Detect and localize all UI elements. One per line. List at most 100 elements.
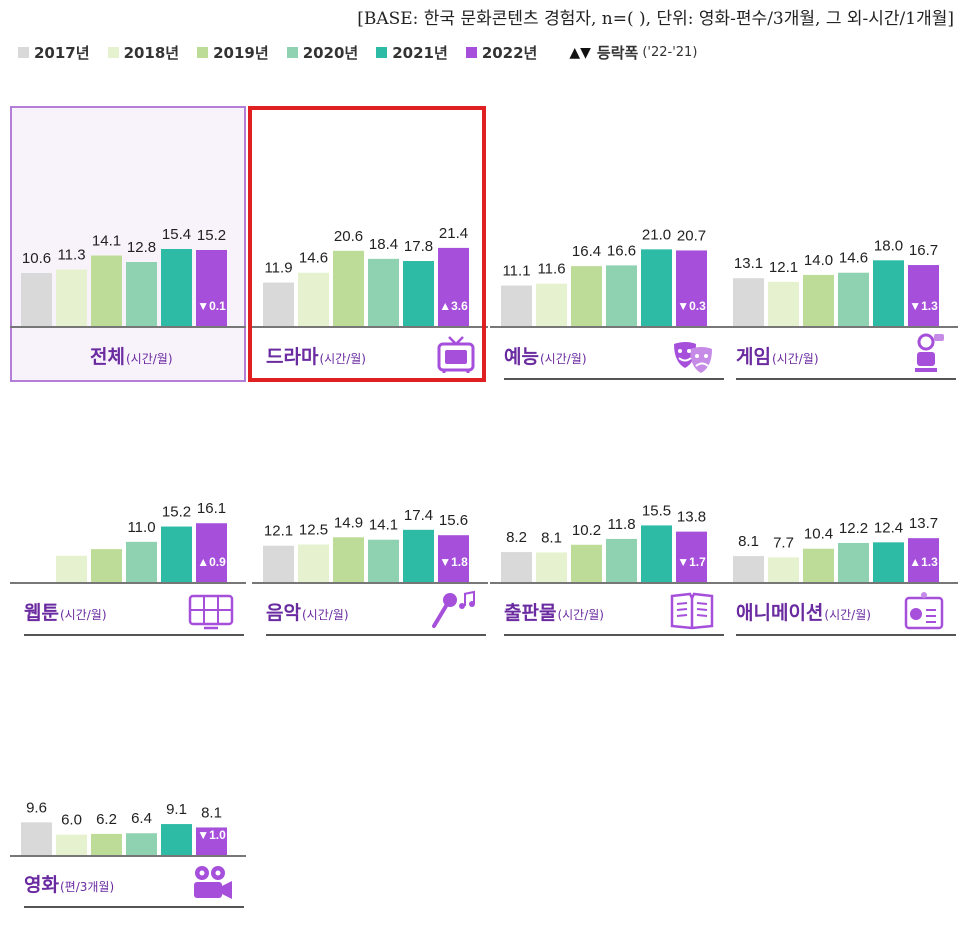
legend-label: 2017년: [34, 44, 90, 62]
panel-title: 전체: [90, 346, 125, 368]
chart-panel-5: 11.0 15.2 16.1 ▲0.9 웹툰 (시간/월): [10, 480, 246, 640]
bar-value-label: 18.4: [369, 236, 398, 253]
animation-board-icon: [902, 590, 946, 634]
bar-chart: 8.1 7.7 10.4 12.2 12.4 13.7 ▲1.3: [733, 515, 939, 582]
legend-change-label: 등락폭: [596, 44, 639, 62]
bar-2020년: [606, 538, 637, 582]
bar-2022년: [196, 827, 227, 855]
bar-value-label: 11.0: [127, 519, 155, 536]
panel-unit: (시간/월): [125, 352, 173, 366]
bar-value-label: 18.0: [874, 237, 903, 254]
bar-value-label: 15.5: [642, 502, 671, 519]
bar-value-label: 12.1: [264, 523, 293, 540]
bar-2021년: [403, 529, 434, 582]
panel-unit: (시간/월): [539, 352, 587, 366]
panel-unit: (시간/월): [771, 352, 819, 366]
bar-value-label: 13.7: [909, 515, 938, 532]
legend-item-2022: 2022년: [465, 42, 538, 63]
bar-2019년: [91, 833, 122, 855]
chart-panel-2: 11.9 14.6 20.6 18.4 17.8 21.4 ▲3.6 드라마 (시간/월): [248, 106, 488, 382]
panel-title: 게임: [736, 346, 771, 368]
legend-item-2018: 2018년: [107, 42, 180, 63]
bar-2018년: [56, 269, 87, 326]
panel-title-row: 드라마 (시간/월): [266, 342, 366, 369]
bar-2021년: [873, 260, 904, 326]
bar-2019년: [91, 255, 122, 326]
legend-label: 2021년: [392, 44, 448, 62]
bar-value-label: 8.1: [201, 804, 222, 821]
bar-value-label: 8.1: [541, 529, 562, 546]
theater-masks-icon: [672, 340, 714, 378]
open-book-icon: [670, 592, 714, 634]
bar-2020년: [126, 833, 157, 855]
bar-2018년: [536, 283, 567, 326]
chart-baseline: [10, 855, 246, 857]
legend-change-note: ('22-'21): [642, 45, 698, 60]
bar-value-label: 21.0: [642, 226, 671, 243]
bar-2021년: [641, 525, 672, 582]
bar-chart: 13.1 12.1 14.0 14.6 18.0 16.7 ▼1.3: [733, 237, 939, 326]
bar-2019년: [571, 266, 602, 326]
chart-baseline: [490, 582, 726, 584]
panel-title: 예능: [504, 346, 539, 368]
bar-value-label: 14.1: [92, 233, 121, 250]
bar-chart: 10.6 11.3 14.1 12.8 15.4 15.2 ▼0.1: [21, 226, 227, 326]
bar-2019년: [571, 544, 602, 582]
base-note: [BASE: 한국 문화콘텐츠 경험자, n=( ), 단위: 영화-편수/3개…: [357, 9, 954, 29]
bar-2022년: [196, 523, 227, 582]
bar-2017년: [263, 545, 294, 582]
panel-title: 음악: [266, 602, 301, 624]
chart-panel-6: 12.1 12.5 14.9 14.1 17.4 15.6 ▼1.8 음악 (시간/월): [252, 480, 488, 640]
bar-value-label: 17.8: [404, 238, 433, 255]
bar-2022년: [196, 250, 227, 326]
movie-camera-icon: [190, 864, 234, 906]
bar-2017년: [733, 556, 764, 582]
bar-value-label: 15.2: [162, 504, 191, 521]
title-underline: [266, 634, 486, 636]
bar-value-label: 12.5: [299, 522, 328, 539]
bar-value-label: 11.3: [57, 247, 85, 264]
bar-2020년: [126, 262, 157, 326]
bar-2022년: [908, 265, 939, 326]
change-label: ▲3.6: [439, 299, 468, 313]
legend-swatch: [197, 47, 209, 58]
bar-2017년: [263, 282, 294, 326]
legend-label: 2019년: [213, 44, 269, 62]
bar-value-label: 8.2: [506, 529, 527, 546]
legend-swatch: [286, 47, 298, 58]
gamer-icon: [912, 332, 946, 378]
change-label: ▼1.0: [197, 828, 226, 842]
bar-2020년: [368, 258, 399, 326]
legend-label: 2022년: [481, 44, 538, 62]
legend-label: 2018년: [123, 44, 180, 62]
tv-icon: [436, 334, 476, 378]
bar-2017년: [21, 273, 52, 326]
bar-value-label: 9.6: [26, 799, 47, 816]
bar-value-label: 16.7: [909, 242, 938, 259]
bar-2022년: [908, 538, 939, 582]
bar-value-label: 15.2: [197, 227, 226, 244]
bar-2017년: [501, 285, 532, 326]
chart-panel-1: 10.6 11.3 14.1 12.8 15.4 15.2 ▼0.1 전체 (시간/월): [10, 106, 246, 382]
chart-panel-9: 9.6 6.0 6.2 6.4 9.1 8.1 ▼1.0 영화 (편/3개월): [10, 780, 246, 920]
bar-value-label: 14.6: [299, 250, 328, 267]
bar-2018년: [768, 557, 799, 582]
legend: 2017년 2018년 2019년 2020년 2021년 2022년 ▲▼ 등…: [18, 42, 697, 63]
bar-value-label: 11.9: [264, 260, 292, 277]
panel-title-row: 출판물 (시간/월): [504, 598, 604, 625]
bar-2022년: [676, 250, 707, 326]
bar-2018년: [298, 544, 329, 582]
bar-2018년: [298, 272, 329, 326]
bar-value-label: 16.6: [607, 242, 636, 259]
bar-2022년: [438, 535, 469, 582]
bar-2022년: [676, 531, 707, 582]
title-underline: [266, 378, 486, 380]
panel-title: 웹툰: [24, 602, 59, 624]
title-underline: [24, 906, 244, 908]
legend-swatch: [18, 47, 29, 58]
chart-baseline: [10, 582, 246, 584]
change-label: ▼0.3: [677, 299, 706, 313]
chart-panel-8: 8.1 7.7 10.4 12.2 12.4 13.7 ▲1.3 애니메이션 (시간/월): [722, 480, 958, 640]
bar-2020년: [606, 265, 637, 326]
bar-2021년: [403, 261, 434, 326]
